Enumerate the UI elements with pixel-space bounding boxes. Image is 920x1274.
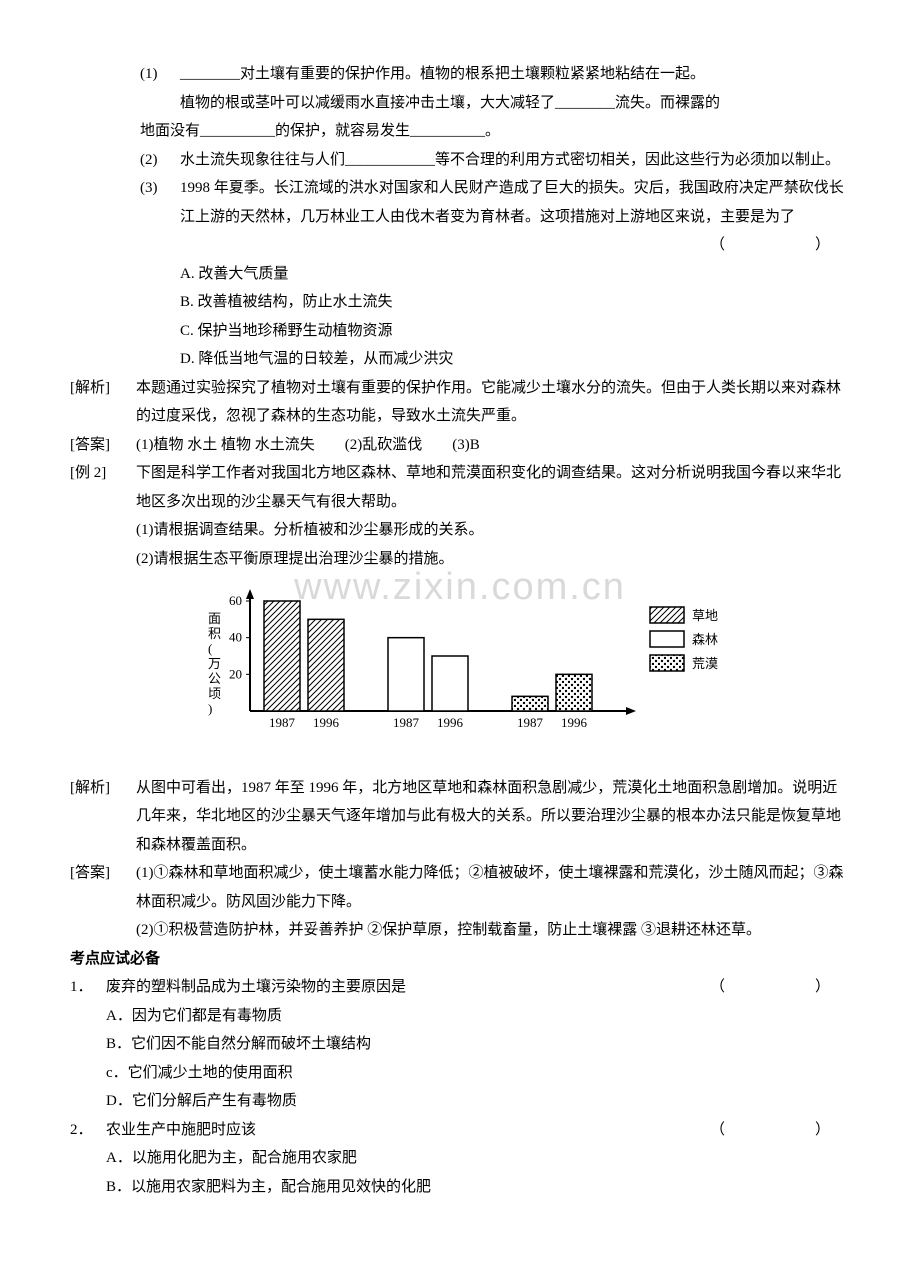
mc1-opts: A．因为它们都是有毒物质 B．它们因不能自然分解而破坏土壤结构 c．它们减少土地…: [106, 1002, 850, 1116]
answer-2: [答案] (1)①森林和草地面积减少，使土壤蓄水能力降低；②植被破坏，使土壤裸露…: [70, 859, 850, 945]
mc-2: 2． 农业生产中施肥时应该 （ ）: [70, 1116, 850, 1145]
opt-a: A．以施用化肥为主，配合施用农家肥: [106, 1144, 850, 1173]
q3-opt-c: C. 保护当地珍稀野生动植物资源: [180, 317, 850, 346]
opt-c: c．它们减少土地的使用面积: [106, 1059, 850, 1088]
mc-stem: 废弃的塑料制品成为土壤污染物的主要原因是 （ ）: [106, 973, 850, 1002]
label: [解析]: [70, 374, 136, 403]
q1-line2: 植物的根或茎叶可以减缓雨水直接冲击土壤，大大减轻了________流失。而裸露的: [180, 89, 850, 118]
paren-blank: （ ）: [710, 973, 850, 1002]
svg-text:积: 积: [208, 626, 221, 641]
svg-text:(: (: [208, 641, 212, 656]
q1-line3: 地面没有__________的保护，就容易发生__________。: [140, 117, 850, 146]
svg-text:1987: 1987: [393, 715, 420, 730]
label: [例 2]: [70, 459, 136, 488]
analysis-1: [解析] 本题通过实验探究了植物对土壤有重要的保护作用。它能减少土壤水分的流失。…: [70, 374, 850, 431]
q3-opt-b: B. 改善植被结构，防止水土流失: [180, 288, 850, 317]
text: 本题通过实验探究了植物对土壤有重要的保护作用。它能减少土壤水分的流失。但由于人类…: [136, 374, 850, 431]
mc-1: 1． 废弃的塑料制品成为土壤污染物的主要原因是 （ ）: [70, 973, 850, 1002]
paren-blank: （ ）: [710, 231, 850, 260]
q-text: 水土流失现象往往与人们____________等不合理的利用方式密切相关，因此这…: [180, 146, 850, 175]
label: [答案]: [70, 431, 136, 460]
svg-text:万: 万: [208, 656, 221, 671]
q-num: (1): [140, 60, 180, 89]
mc-num: 1．: [70, 973, 106, 1002]
mc-stem: 农业生产中施肥时应该 （ ）: [106, 1116, 850, 1145]
opt-b: B．它们因不能自然分解而破坏土壤结构: [106, 1030, 850, 1059]
svg-text:60: 60: [229, 593, 242, 608]
label: [答案]: [70, 859, 136, 888]
svg-text:1996: 1996: [437, 715, 464, 730]
q3-opt-d: D. 降低当地气温的日较差，从而减少洪灾: [180, 345, 850, 374]
mc-num: 2．: [70, 1116, 106, 1145]
q-num: (3): [140, 174, 180, 203]
example-2: [例 2] 下图是科学工作者对我国北方地区森林、草地和荒漠面积变化的调查结果。这…: [70, 459, 850, 573]
q-num: (2): [140, 146, 180, 175]
svg-text:森林: 森林: [692, 632, 718, 647]
q-text: ________对土壤有重要的保护作用。植物的根系把土壤颗粒紧紧地粘结在一起。: [180, 60, 850, 89]
text: 下图是科学工作者对我国北方地区森林、草地和荒漠面积变化的调查结果。这对分析说明我…: [136, 459, 850, 573]
svg-text:面: 面: [208, 611, 221, 626]
svg-text:1987: 1987: [517, 715, 544, 730]
svg-text:顷: 顷: [208, 686, 221, 701]
q2: (2) 水土流失现象往往与人们____________等不合理的利用方式密切相关…: [140, 146, 850, 175]
chart-svg: 20 40 60 面积(万公顷) 1987 1996 1987 1996 1987 1996 草地森…: [180, 581, 740, 751]
section-heading: 考点应试必备: [70, 945, 850, 974]
svg-text:1996: 1996: [313, 715, 340, 730]
svg-text:荒漠: 荒漠: [692, 656, 718, 671]
text: (1)①森林和草地面积减少，使土壤蓄水能力降低；②植被破坏，使土壤裸露和荒漠化，…: [136, 859, 850, 945]
opt-a: A．因为它们都是有毒物质: [106, 1002, 850, 1031]
svg-text:20: 20: [229, 666, 242, 681]
svg-text:1996: 1996: [561, 715, 588, 730]
text: 从图中可看出，1987 年至 1996 年，北方地区草地和森林面积急剧减少，荒漠…: [136, 774, 850, 860]
answer-1: [答案] (1)植物 水土 植物 水土流失 (2)乱砍滥伐 (3)B: [70, 431, 850, 460]
svg-text:公: 公: [208, 671, 221, 686]
svg-text:): ): [208, 701, 212, 716]
svg-text:40: 40: [229, 630, 242, 645]
q-text: 1998 年夏季。长江流域的洪水对国家和人民财产造成了巨大的损失。灾后，我国政府…: [180, 174, 850, 260]
q3-opt-a: A. 改善大气质量: [180, 260, 850, 289]
opt-d: D．它们分解后产生有毒物质: [106, 1087, 850, 1116]
analysis-2: [解析] 从图中可看出，1987 年至 1996 年，北方地区草地和森林面积急剧…: [70, 774, 850, 860]
bar-chart: www.zixin.com.cn 204060面积(万公顷)1987199619…: [70, 581, 850, 762]
mc2-opts: A．以施用化肥为主，配合施用农家肥 B．以施用农家肥料为主，配合施用见效快的化肥: [106, 1144, 850, 1201]
paren-blank: （ ）: [710, 1116, 850, 1145]
opt-b: B．以施用农家肥料为主，配合施用见效快的化肥: [106, 1173, 850, 1202]
q1: (1) ________对土壤有重要的保护作用。植物的根系把土壤颗粒紧紧地粘结在…: [140, 60, 850, 89]
svg-text:1987: 1987: [269, 715, 296, 730]
label: [解析]: [70, 774, 136, 803]
q3: (3) 1998 年夏季。长江流域的洪水对国家和人民财产造成了巨大的损失。灾后，…: [140, 174, 850, 260]
fill-questions: (1) ________对土壤有重要的保护作用。植物的根系把土壤颗粒紧紧地粘结在…: [140, 60, 850, 374]
text: (1)植物 水土 植物 水土流失 (2)乱砍滥伐 (3)B: [136, 431, 850, 460]
svg-text:草地: 草地: [692, 608, 718, 623]
